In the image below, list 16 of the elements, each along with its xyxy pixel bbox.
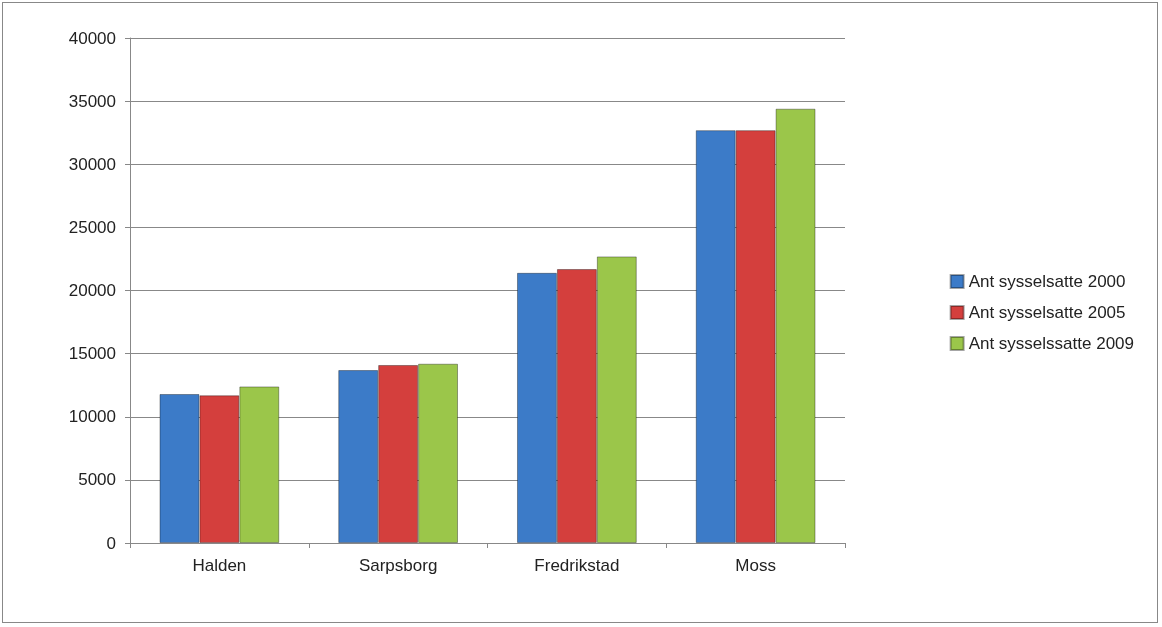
- x-tick-label: Fredrikstad: [534, 556, 620, 575]
- legend-label: Ant sysselsatte 2000: [968, 272, 1126, 291]
- x-tick-label: Sarpsborg: [358, 556, 438, 575]
- y-tick-label: 20000: [68, 281, 116, 300]
- y-tick-label: 15000: [68, 344, 116, 364]
- y-tick-label: 35000: [68, 91, 116, 111]
- legend-label: Ant sysselssatte 2009: [968, 334, 1135, 353]
- y-tick-label: 10000: [68, 407, 116, 427]
- legend-label: Ant sysselsatte 2005: [968, 303, 1126, 322]
- y-tick-label: 30000: [68, 154, 116, 174]
- x-tick-label: Halden: [192, 556, 247, 575]
- y-tick-label: 25000: [68, 217, 116, 237]
- x-tick-label: Moss: [735, 556, 776, 575]
- y-tick-label: 5000: [78, 470, 116, 490]
- y-tick-label: 40000: [68, 28, 116, 48]
- y-tick-label: 0: [106, 533, 116, 553]
